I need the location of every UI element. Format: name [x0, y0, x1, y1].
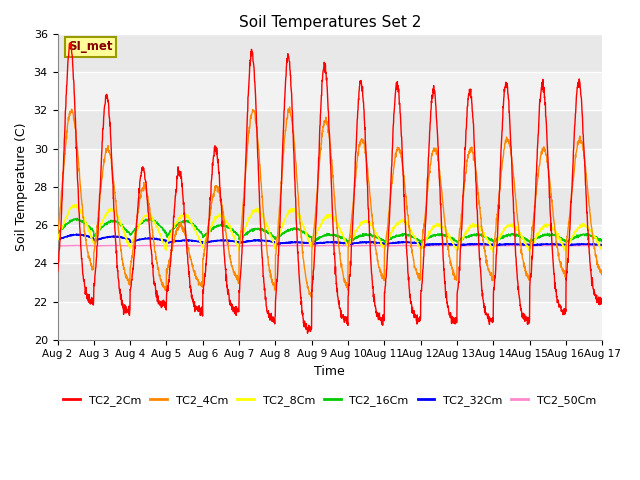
TC2_8Cm [358, 219, 365, 225]
TC2_50Cm [550, 242, 558, 248]
TC2_32Cm [550, 241, 558, 247]
Line: TC2_50Cm: TC2_50Cm [58, 245, 602, 246]
X-axis label: Time: Time [314, 365, 345, 378]
TC2_8Cm [490, 249, 497, 255]
TC2_4Cm [358, 137, 365, 143]
TC2_16Cm [74, 216, 81, 221]
TC2_8Cm [598, 247, 606, 252]
TC2_4Cm [346, 235, 354, 241]
TC2_8Cm [346, 239, 353, 245]
TC2_2Cm [304, 330, 312, 336]
TC2_2Cm [566, 227, 573, 233]
TC2_32Cm [598, 242, 606, 248]
TC2_32Cm [346, 240, 353, 246]
Line: TC2_16Cm: TC2_16Cm [58, 218, 602, 243]
TC2_2Cm [488, 320, 496, 325]
TC2_2Cm [67, 40, 74, 46]
TC2_16Cm [346, 237, 353, 243]
TC2_16Cm [488, 238, 496, 244]
TC2_4Cm [598, 269, 606, 275]
TC2_2Cm [358, 83, 365, 89]
Legend: TC2_2Cm, TC2_4Cm, TC2_8Cm, TC2_16Cm, TC2_32Cm, TC2_50Cm: TC2_2Cm, TC2_4Cm, TC2_8Cm, TC2_16Cm, TC2… [59, 391, 601, 411]
TC2_16Cm [54, 230, 61, 236]
TC2_4Cm [308, 295, 316, 300]
TC2_32Cm [488, 242, 496, 248]
TC2_16Cm [550, 233, 558, 239]
TC2_50Cm [205, 243, 213, 249]
TC2_50Cm [54, 243, 61, 249]
TC2_2Cm [54, 269, 61, 275]
Title: Soil Temperatures Set 2: Soil Temperatures Set 2 [239, 15, 421, 30]
TC2_50Cm [566, 243, 573, 249]
Bar [58, 301, 602, 340]
TC2_2Cm [598, 297, 606, 303]
TC2_16Cm [206, 228, 214, 234]
Bar [58, 225, 602, 264]
TC2_50Cm [488, 243, 496, 249]
TC2_16Cm [358, 232, 365, 238]
TC2_16Cm [598, 239, 606, 245]
Line: TC2_32Cm: TC2_32Cm [58, 234, 602, 245]
Bar [58, 72, 602, 110]
TC2_50Cm [346, 243, 353, 249]
TC2_32Cm [206, 239, 214, 244]
TC2_8Cm [54, 238, 61, 243]
TC2_2Cm [206, 204, 214, 210]
Text: SI_met: SI_met [68, 40, 113, 53]
TC2_32Cm [72, 231, 80, 237]
TC2_32Cm [566, 242, 573, 248]
TC2_4Cm [488, 276, 496, 282]
TC2_50Cm [408, 242, 415, 248]
TC2_8Cm [72, 202, 80, 207]
Line: TC2_4Cm: TC2_4Cm [58, 107, 602, 298]
Y-axis label: Soil Temperature (C): Soil Temperature (C) [15, 122, 28, 251]
TC2_8Cm [488, 246, 496, 252]
TC2_8Cm [566, 240, 573, 245]
TC2_8Cm [550, 227, 558, 233]
TC2_50Cm [598, 243, 606, 249]
TC2_4Cm [205, 217, 213, 223]
TC2_2Cm [550, 275, 558, 281]
Bar [58, 149, 602, 187]
TC2_16Cm [566, 237, 573, 243]
Line: TC2_2Cm: TC2_2Cm [58, 43, 602, 333]
TC2_32Cm [54, 237, 61, 242]
TC2_4Cm [286, 104, 294, 110]
TC2_16Cm [526, 240, 534, 246]
TC2_8Cm [206, 229, 214, 235]
TC2_32Cm [358, 240, 365, 245]
TC2_32Cm [563, 242, 571, 248]
Line: TC2_8Cm: TC2_8Cm [58, 204, 602, 252]
TC2_4Cm [566, 213, 573, 218]
TC2_2Cm [346, 272, 354, 278]
TC2_4Cm [54, 231, 61, 237]
TC2_50Cm [357, 243, 365, 249]
TC2_4Cm [550, 221, 558, 227]
TC2_50Cm [526, 243, 534, 249]
